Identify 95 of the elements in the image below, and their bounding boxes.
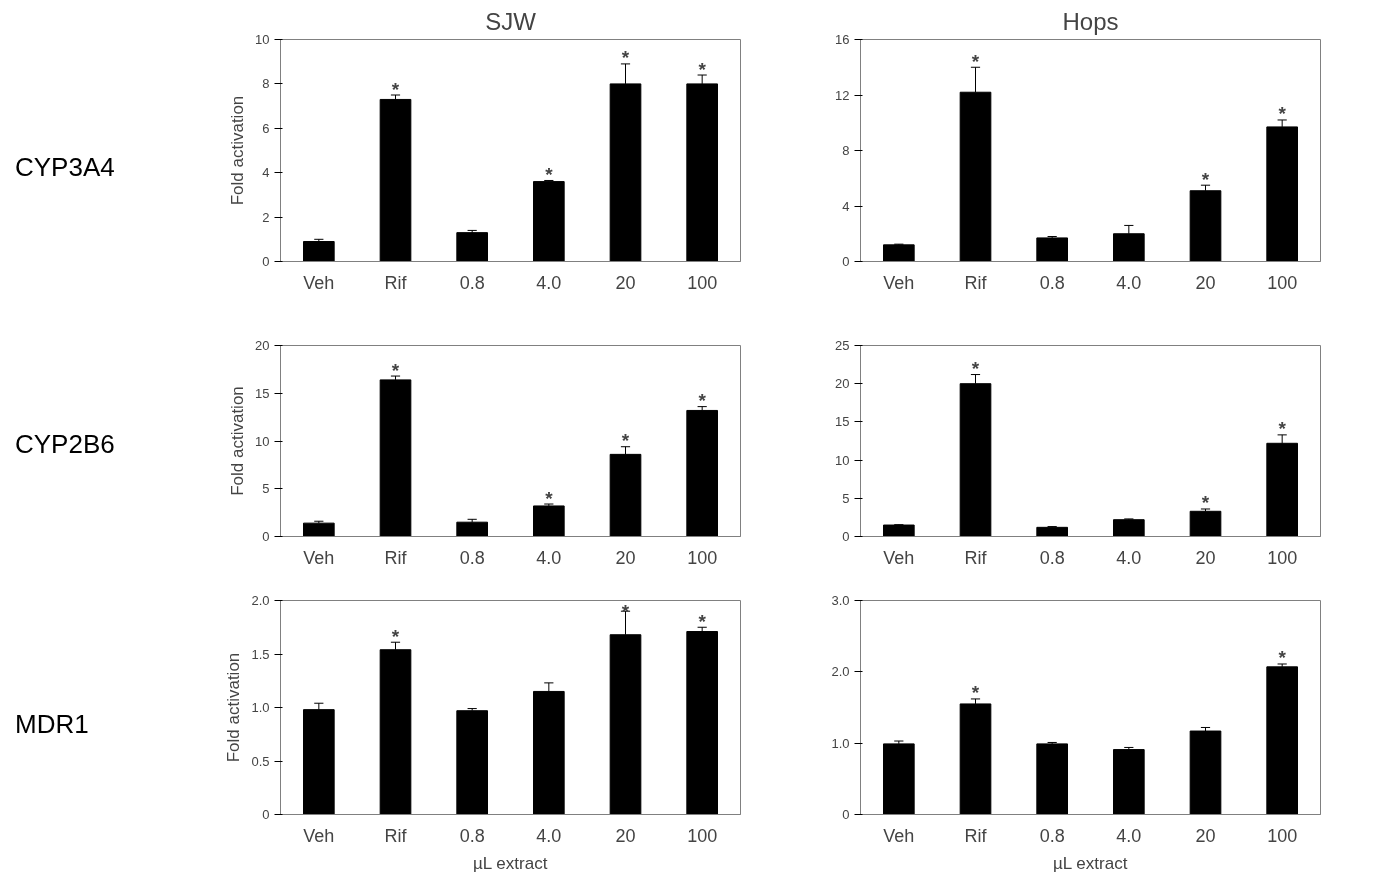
annotation: *	[1278, 103, 1287, 125]
y-tick-label: 1.0	[831, 735, 850, 751]
y-tick-label: 0.5	[251, 753, 270, 769]
x-tick-label: Veh	[883, 272, 915, 293]
x-tick-label: 20	[1195, 272, 1216, 293]
y-tick-label: 2.0	[251, 593, 270, 608]
x-tick-label: 20	[615, 272, 636, 293]
annotation: *	[1201, 492, 1210, 514]
x-tick-label: 4.0	[536, 825, 562, 846]
y-tick-label: 1.0	[251, 700, 270, 715]
annotation: *	[971, 358, 980, 380]
y-axis-title: Fold activation	[224, 652, 244, 763]
y-tick-label: 2.0	[831, 664, 850, 680]
x-tick-label: 100	[687, 825, 718, 846]
x-tick-label: Rif	[964, 272, 988, 293]
x-tick-label: 0.8	[1039, 272, 1065, 293]
annotation: *	[621, 47, 630, 69]
chart-title: Hops	[1062, 7, 1119, 35]
x-tick-label: 100	[1267, 547, 1298, 568]
y-axis-title: Fold activation	[228, 95, 248, 206]
x-tick-label: 20	[615, 825, 636, 846]
y-tick-label: 5	[262, 481, 270, 497]
annotation: *	[391, 359, 400, 381]
annotation: *	[1278, 647, 1287, 669]
y-tick-label: 10	[255, 433, 270, 449]
x-tick-label: 20	[1195, 825, 1216, 846]
x-tick-label: Rif	[964, 825, 988, 846]
x-tick-label: 0.8	[459, 272, 485, 293]
y-tick-label: 4	[842, 198, 850, 214]
x-tick-label: 20	[615, 547, 636, 568]
x-tick-label: Veh	[303, 825, 335, 846]
x-tick-label: 100	[1267, 272, 1298, 293]
x-tick-label: 4.0	[1116, 272, 1142, 293]
x-tick-label: Veh	[303, 547, 335, 568]
y-tick-label: 8	[262, 76, 270, 92]
x-axis-title: µL extract	[473, 853, 548, 873]
x-tick-label: Rif	[384, 547, 408, 568]
annotation: *	[545, 163, 554, 185]
x-tick-label: 100	[687, 547, 718, 568]
annotation: *	[545, 487, 554, 509]
y-tick-label: 10	[835, 452, 850, 468]
x-tick-label: 0.8	[459, 547, 485, 568]
x-tick-label: Rif	[384, 825, 408, 846]
annotation: *	[698, 58, 707, 80]
y-tick-label: 3.0	[831, 593, 850, 608]
y-tick-label: 15	[835, 414, 850, 430]
annotation: *	[1201, 168, 1210, 190]
x-tick-label: Veh	[883, 547, 915, 568]
y-tick-label: 0	[842, 254, 850, 269]
x-tick-label: Veh	[883, 825, 915, 846]
x-tick-label: 4.0	[1116, 825, 1142, 846]
annotation: *	[698, 390, 707, 412]
y-tick-label: 12	[835, 87, 850, 103]
text: CYP3A4	[15, 150, 115, 184]
y-tick-label: 25	[835, 338, 850, 353]
y-tick-label: 0	[262, 807, 270, 822]
annotation: *	[621, 430, 630, 452]
y-tick-label: 20	[255, 338, 270, 353]
x-tick-label: 0.8	[1039, 547, 1065, 568]
y-tick-label: 10	[255, 32, 270, 47]
x-tick-label: Rif	[384, 272, 408, 293]
y-tick-label: 6	[262, 120, 270, 136]
y-tick-label: 16	[835, 32, 850, 47]
y-tick-label: 0	[842, 529, 850, 544]
x-tick-label: 4.0	[536, 272, 562, 293]
x-tick-label: Rif	[964, 547, 988, 568]
x-axis-title: µL extract	[1053, 853, 1128, 873]
x-tick-label: 100	[687, 272, 718, 293]
x-tick-label: 0.8	[1039, 825, 1065, 846]
x-tick-label: Veh	[303, 272, 335, 293]
y-axis-title: Fold activation	[228, 386, 248, 496]
x-tick-label: 4.0	[1116, 547, 1142, 568]
text: CYP2B6	[15, 428, 115, 462]
y-tick-label: 1.5	[251, 646, 270, 662]
annotation: *	[971, 50, 980, 72]
x-tick-label: 4.0	[536, 547, 562, 568]
annotation: *	[971, 682, 980, 704]
y-tick-label: 0	[842, 807, 850, 822]
chart-title: SJW	[485, 7, 537, 35]
text: MDR1	[15, 708, 89, 742]
y-tick-label: 0	[262, 529, 270, 544]
y-tick-label: 20	[835, 376, 850, 392]
y-tick-label: 4	[262, 165, 270, 181]
annotation: *	[391, 78, 400, 100]
y-tick-label: 0	[262, 254, 270, 269]
x-tick-label: 100	[1267, 825, 1298, 846]
y-tick-label: 2	[262, 209, 270, 225]
x-tick-label: 0.8	[459, 825, 485, 846]
annotation: *	[1278, 418, 1287, 440]
annotation: *	[391, 625, 400, 647]
y-tick-label: 15	[255, 385, 270, 401]
annotation: *	[698, 610, 707, 632]
y-tick-label: 5	[842, 490, 850, 506]
x-tick-label: 20	[1195, 547, 1216, 568]
y-tick-label: 8	[842, 143, 850, 158]
